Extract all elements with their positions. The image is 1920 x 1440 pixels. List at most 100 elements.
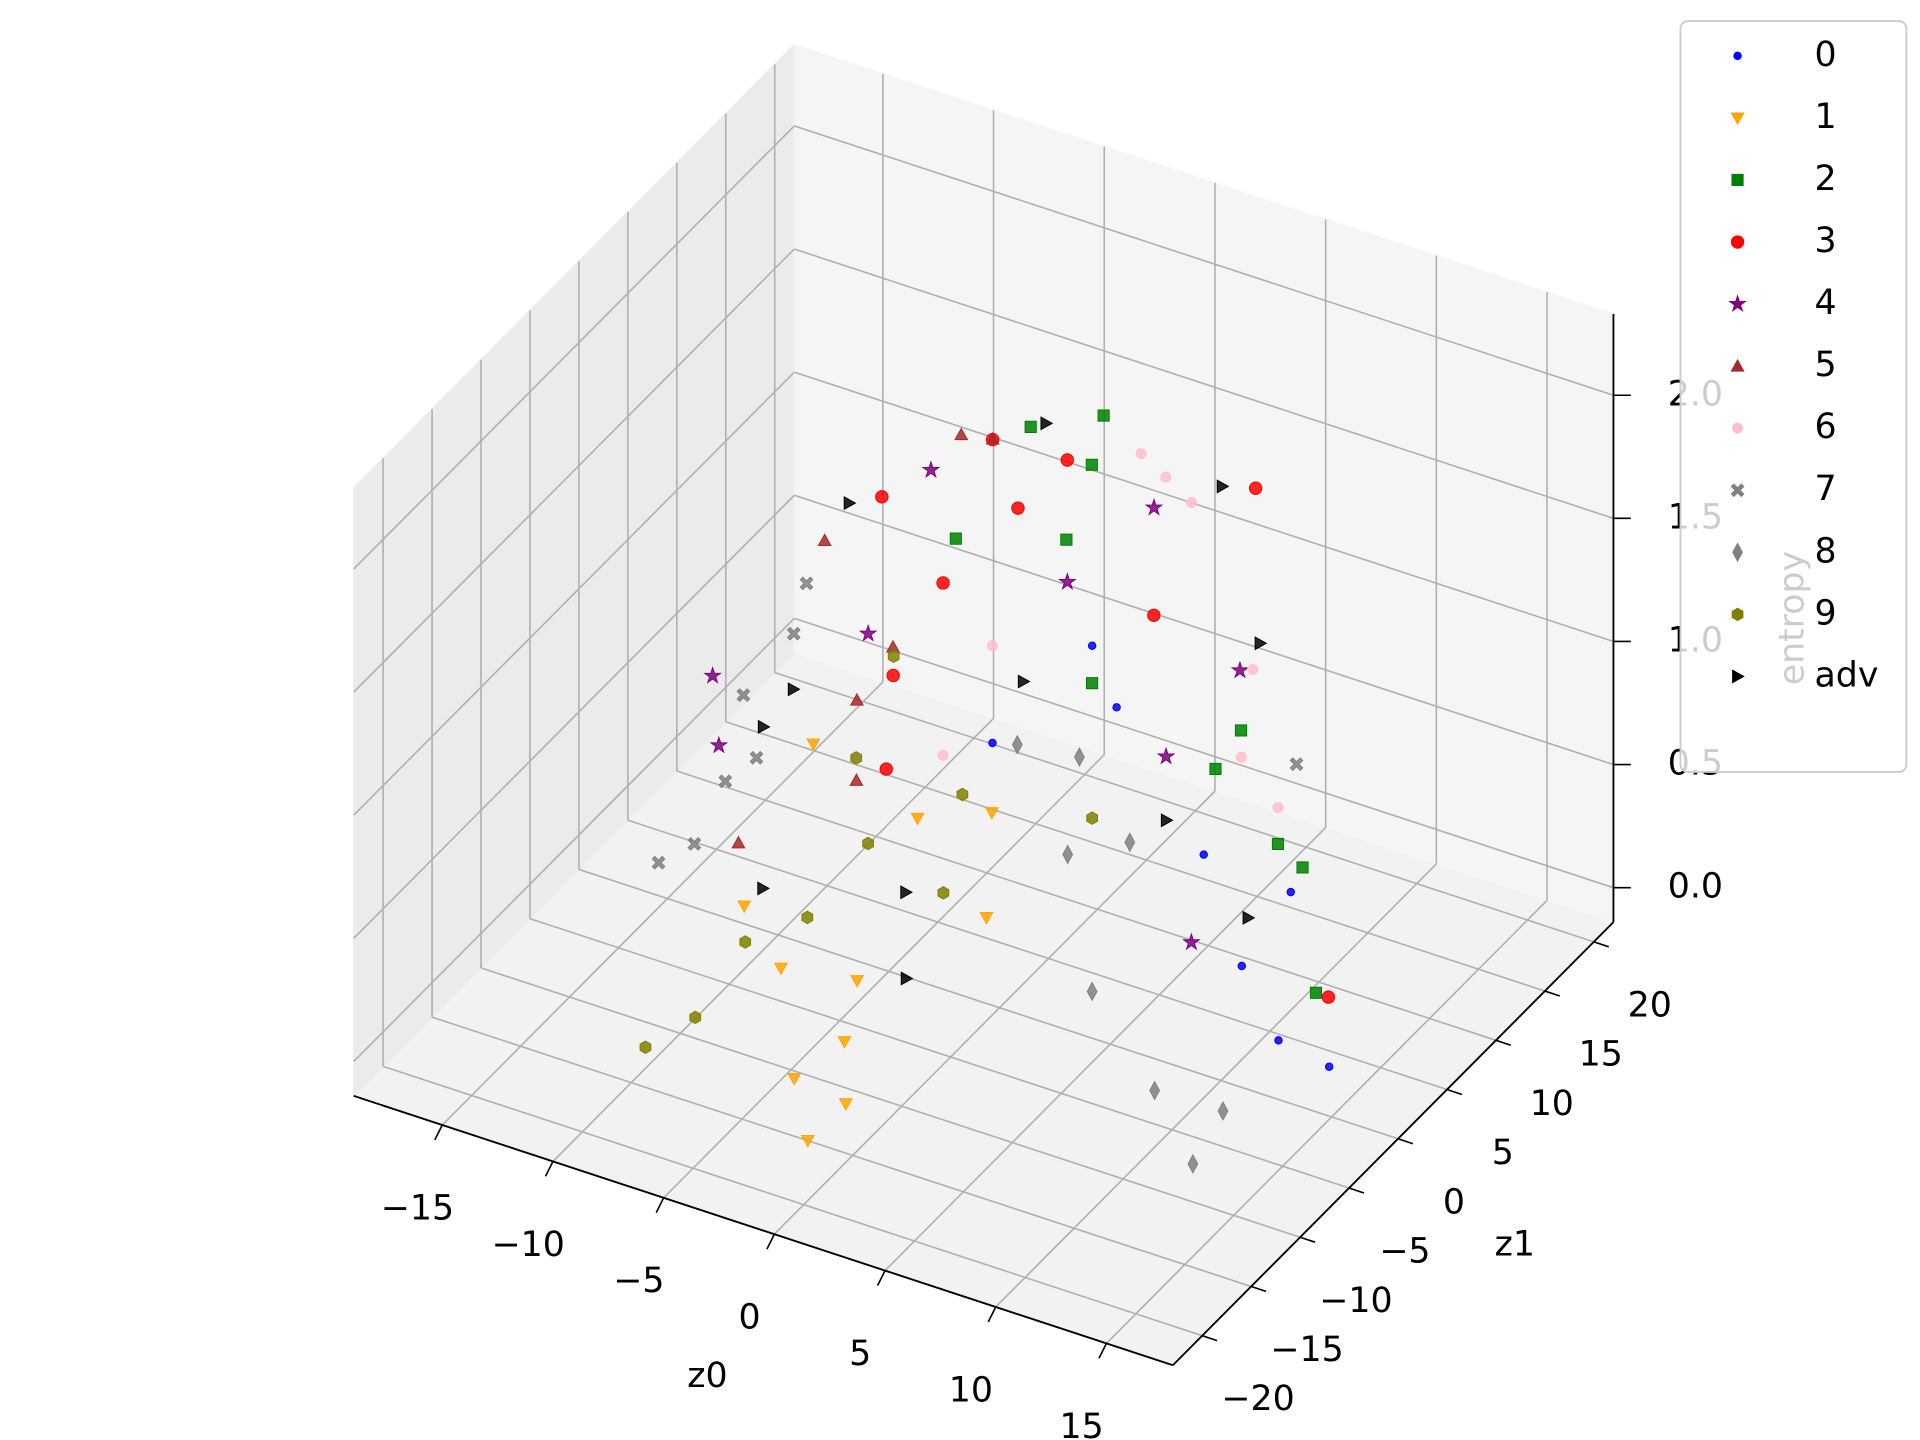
data-point <box>749 750 764 765</box>
y-tick <box>1250 1285 1267 1293</box>
data-point <box>786 626 801 641</box>
legend-marker <box>1732 422 1744 434</box>
y-tick-label: 20 <box>1628 985 1672 1025</box>
grid-line <box>774 671 1595 943</box>
grid-line <box>884 826 1327 1272</box>
data-point <box>1144 497 1164 516</box>
data-point <box>1234 724 1248 737</box>
legend-marker <box>1730 483 1745 498</box>
grid-line <box>725 720 1546 992</box>
data-point <box>887 649 900 664</box>
data-point <box>956 787 969 802</box>
points <box>639 409 1336 1174</box>
data-point <box>737 900 752 914</box>
data-point <box>1286 887 1295 897</box>
data-point <box>1097 409 1110 422</box>
data-point <box>1124 832 1136 853</box>
grid-line <box>794 494 1614 766</box>
data-point <box>799 576 814 591</box>
data-point <box>1024 420 1037 433</box>
legend-label: adv <box>1815 655 1879 695</box>
data-point <box>1087 641 1097 650</box>
data-point <box>850 975 865 988</box>
data-point <box>1011 734 1023 755</box>
x-tick <box>544 1161 554 1177</box>
y-tick <box>1299 1236 1316 1243</box>
legend-label: 7 <box>1815 469 1837 509</box>
grid-line <box>353 371 795 816</box>
data-point <box>1160 813 1174 828</box>
legend-marker <box>1733 51 1742 61</box>
data-point <box>1296 861 1309 874</box>
grid-line <box>353 125 795 570</box>
data-point <box>1160 471 1172 483</box>
data-point <box>900 971 914 986</box>
legend-label: 9 <box>1815 593 1837 633</box>
y-tick <box>1593 941 1610 948</box>
data-point <box>1086 811 1099 825</box>
data-point <box>936 576 950 590</box>
data-point <box>1086 981 1098 1002</box>
data-point <box>1289 757 1304 772</box>
grid-line <box>353 617 795 1063</box>
data-point <box>1058 572 1077 590</box>
grid-line <box>794 125 1614 397</box>
x-tick-label: −5 <box>613 1261 664 1301</box>
data-point <box>739 935 752 949</box>
data-point <box>849 692 864 706</box>
grid-line <box>382 1065 1203 1337</box>
grid-line <box>552 717 995 1162</box>
grid-line <box>663 754 1105 1199</box>
grid-line <box>353 248 795 693</box>
data-point <box>651 855 666 870</box>
data-point <box>787 682 801 697</box>
legend-marker <box>1728 294 1747 312</box>
x-tick <box>766 1233 776 1250</box>
x-tick-label: −15 <box>381 1188 454 1228</box>
panes <box>352 43 1615 1366</box>
data-point <box>849 773 864 786</box>
legend-box <box>1679 20 1908 773</box>
data-point <box>986 640 998 652</box>
y-tick <box>1348 1187 1365 1194</box>
data-point <box>1199 850 1208 859</box>
y-tick <box>1201 1334 1218 1342</box>
data-point <box>1242 910 1256 925</box>
data-point <box>843 496 857 511</box>
x-axis-line <box>353 1095 1174 1367</box>
grid-line <box>676 770 1497 1042</box>
data-point <box>1235 751 1247 763</box>
data-point <box>801 910 814 925</box>
data-point <box>1149 1080 1161 1101</box>
grid-line <box>441 681 884 1126</box>
grid-line <box>353 494 795 939</box>
data-point <box>862 836 874 851</box>
grid-line <box>794 617 1614 889</box>
x-tick-label: 0 <box>738 1298 760 1338</box>
x-tick-label: 5 <box>849 1334 871 1374</box>
legend-label: 8 <box>1815 531 1837 571</box>
data-point <box>1187 1153 1199 1174</box>
data-point <box>773 962 788 976</box>
z-tick-label: 0.0 <box>1668 867 1723 907</box>
data-point <box>1011 501 1025 515</box>
data-point <box>1309 986 1323 999</box>
data-point <box>886 668 900 683</box>
data-point <box>757 881 770 896</box>
x-tick-label: −10 <box>491 1225 564 1265</box>
data-point <box>718 774 733 789</box>
legend-label: 2 <box>1815 159 1837 199</box>
data-point <box>1086 677 1099 690</box>
data-point <box>921 460 941 478</box>
data-point <box>858 623 878 642</box>
data-point <box>949 532 962 545</box>
data-point <box>1135 448 1147 460</box>
legend-label: 5 <box>1815 345 1837 385</box>
data-point <box>1112 703 1121 712</box>
data-point <box>910 812 925 826</box>
x-tick <box>655 1197 665 1214</box>
grid-line <box>578 868 1399 1140</box>
y-tick-label: −15 <box>1270 1330 1343 1370</box>
